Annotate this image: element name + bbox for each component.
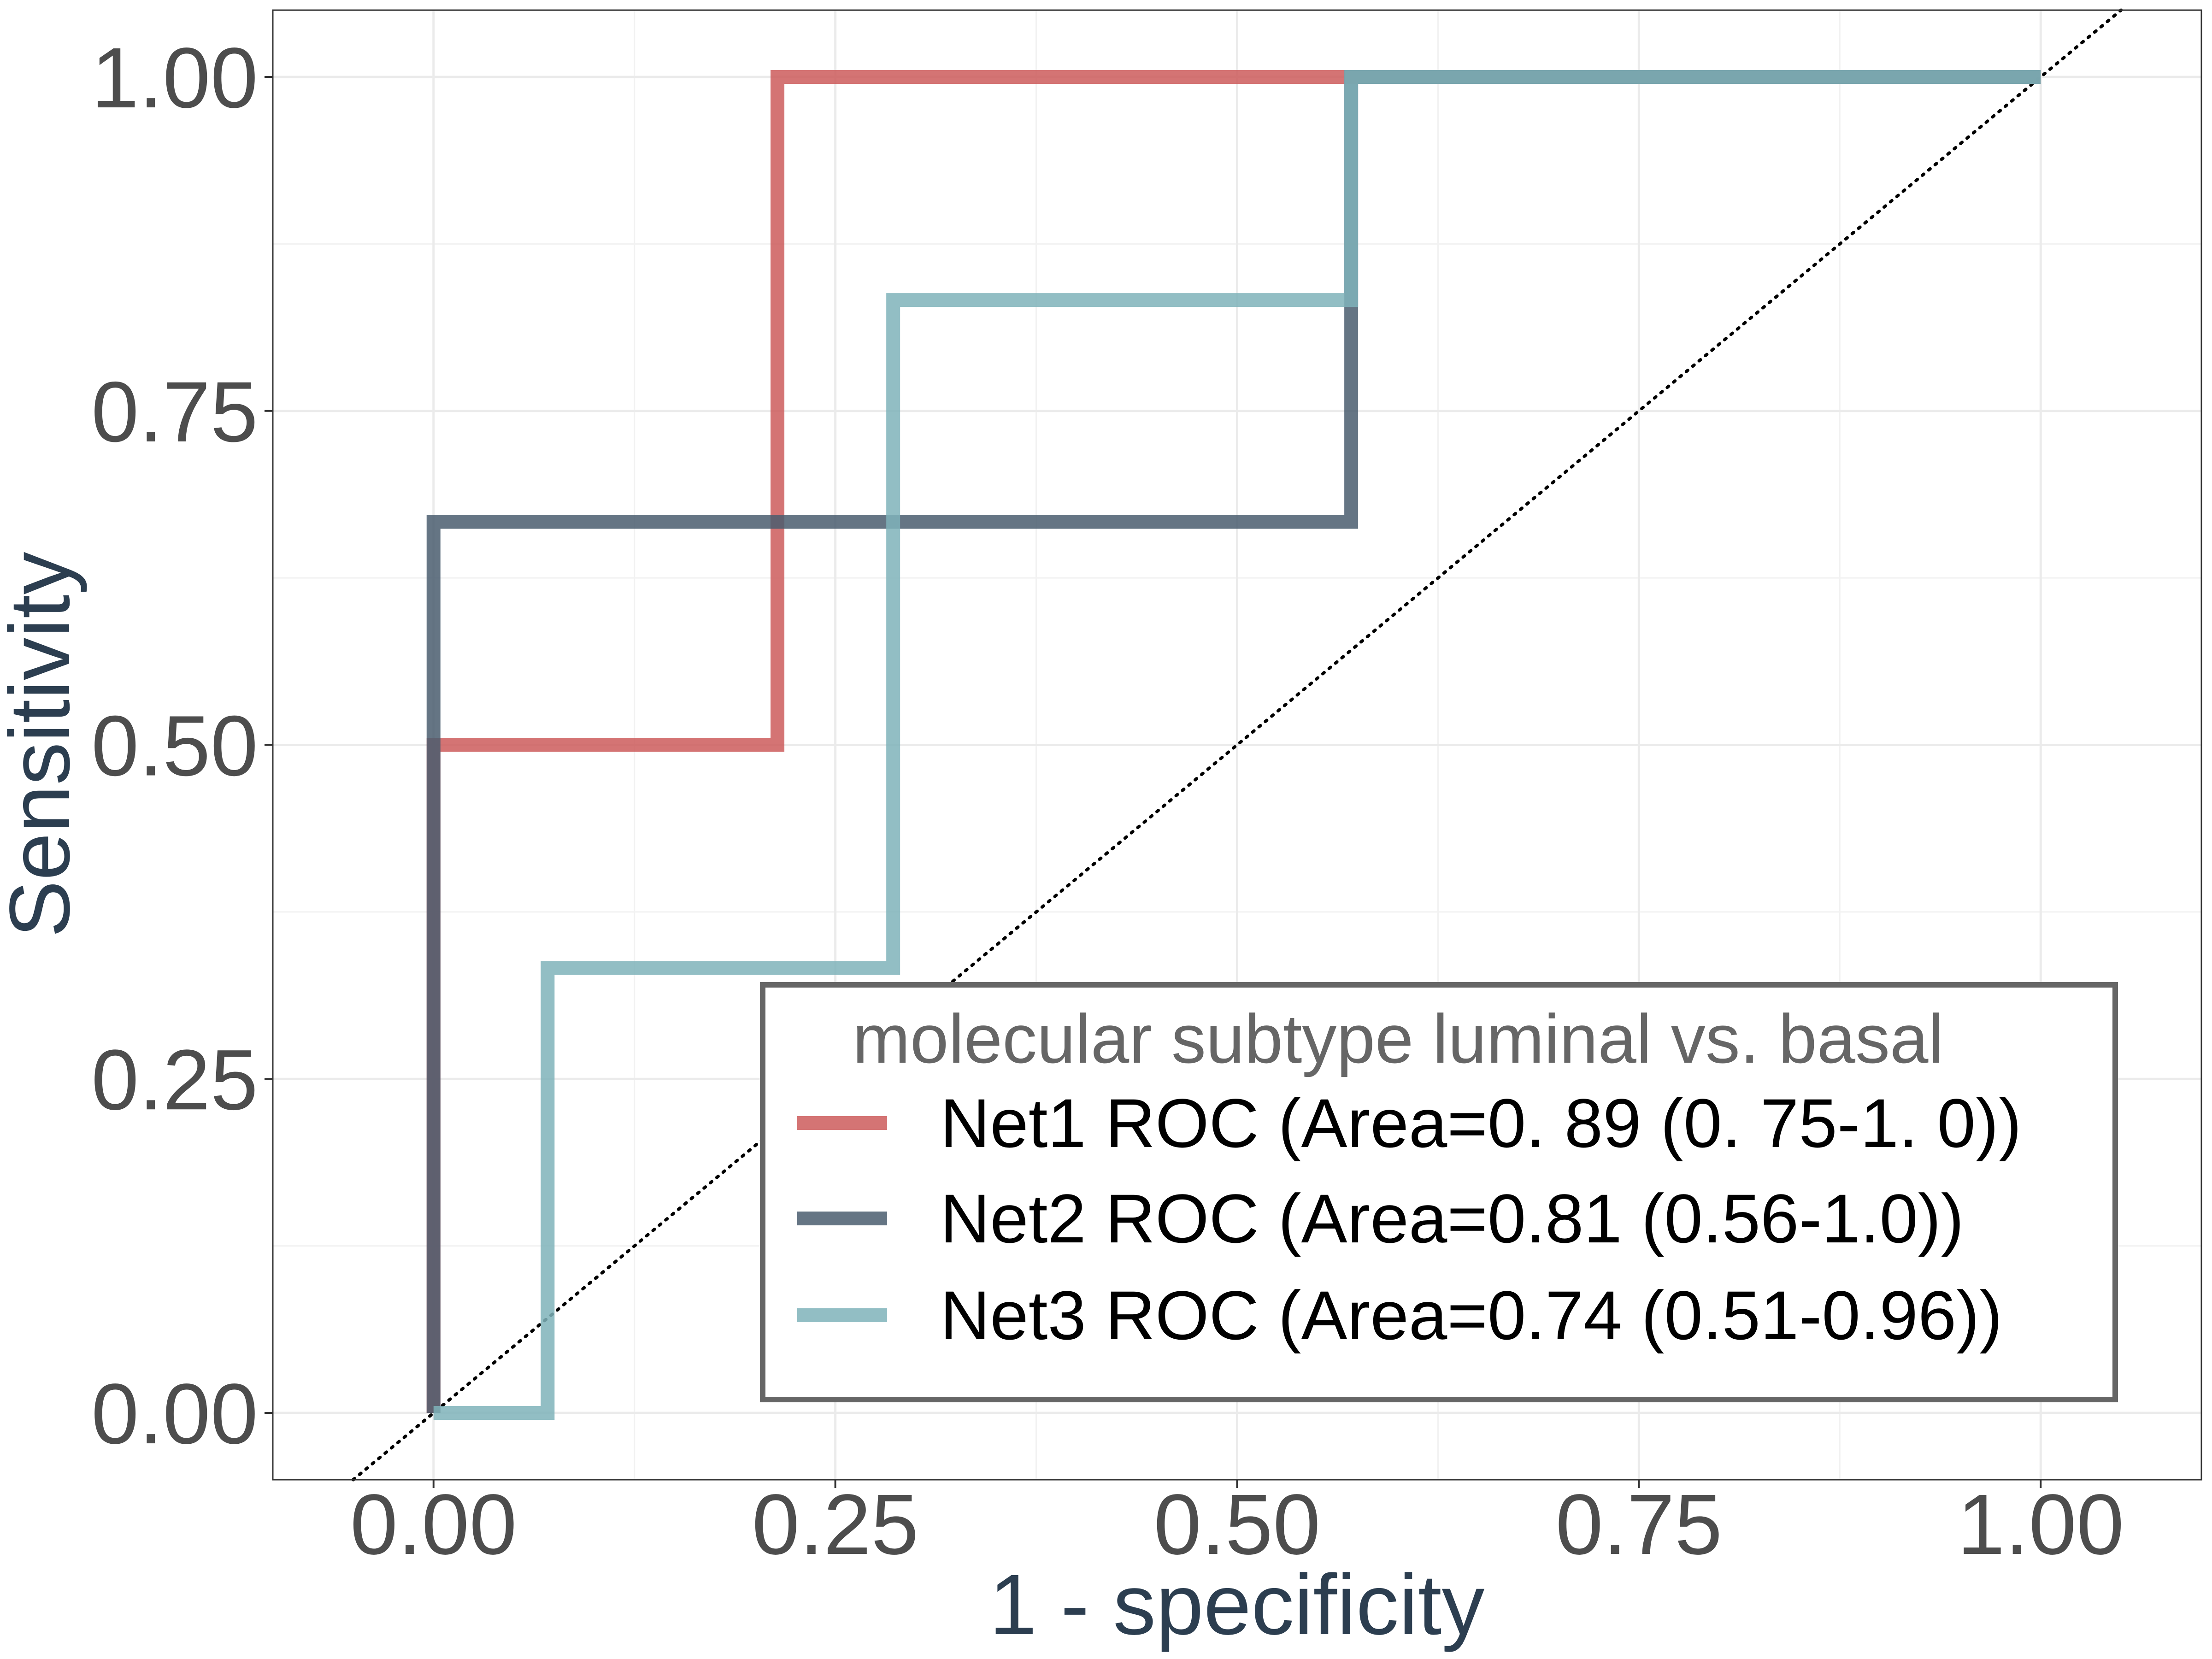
x-tick-label: 1.00 — [1957, 1477, 2124, 1572]
legend: molecular subtype luminal vs. basal Net1… — [760, 982, 2118, 1402]
y-tick-label: 0.00 — [91, 1366, 258, 1462]
series-group — [426, 70, 2041, 1420]
x-axis-title: 1 - specificity — [989, 1557, 1485, 1653]
x-tick-label: 0.25 — [752, 1477, 919, 1572]
y-tick-label: 1.00 — [91, 30, 258, 126]
y-tick-label: 0.50 — [91, 699, 258, 794]
legend-entries: Net1 ROC (Area=0. 89 (0. 75-1. 0)) Net2 R… — [797, 1084, 2022, 1354]
roc-curve-net3 — [433, 70, 2041, 1420]
legend-title: molecular subtype luminal vs. basal — [853, 1000, 1944, 1077]
x-tick-label: 0.75 — [1555, 1477, 1722, 1572]
y-tick-label: 0.25 — [91, 1032, 258, 1128]
diagonal-reference-line — [351, 8, 2123, 1482]
legend-box — [760, 982, 2118, 1402]
x-axis-ticks: 0.00 0.25 0.50 0.75 1.00 — [350, 1477, 2124, 1572]
legend-label-net1: Net1 ROC (Area=0. 89 (0. 75-1. 0)) — [940, 1084, 2022, 1162]
x-tick-label: 0.00 — [350, 1477, 517, 1572]
y-axis-ticks: 0.00 0.25 0.50 0.75 1.00 — [91, 30, 273, 1462]
legend-label-net3: Net3 ROC (Area=0.74 (0.51-0.96)) — [940, 1277, 2002, 1354]
x-tick-label: 0.50 — [1153, 1477, 1320, 1572]
y-tick-label: 0.75 — [91, 365, 258, 460]
y-axis-title: Sensitivity — [0, 552, 88, 937]
legend-label-net2: Net2 ROC (Area=0.81 (0.56-1.0)) — [940, 1180, 1964, 1257]
